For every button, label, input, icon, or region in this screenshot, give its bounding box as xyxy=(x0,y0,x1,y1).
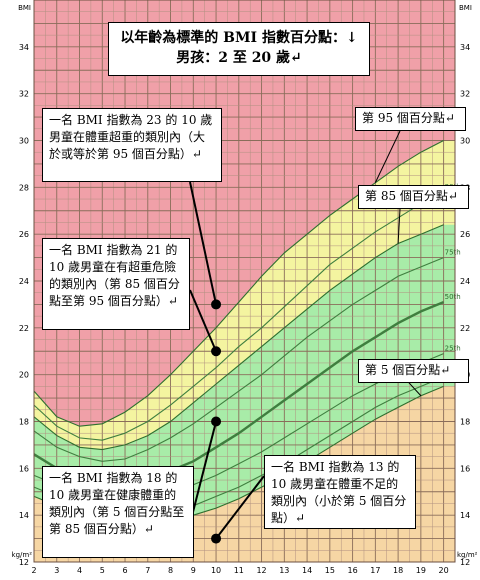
y-tick-label-left: 30 xyxy=(19,137,29,146)
x-tick-label: 10 xyxy=(211,566,221,575)
y-axis-label-right: BMI xyxy=(459,4,472,12)
callout-95th: 第 95 個百分點↵ xyxy=(355,107,466,131)
y-tick-label-right: 30 xyxy=(460,137,470,146)
chart-title-line2: 男孩：2 至 20 歲↵ xyxy=(176,50,302,66)
percentile-curve-95th xyxy=(33,140,444,427)
y-axis-label-left: BMI xyxy=(18,4,31,12)
unit-label-left: kg/m² xyxy=(12,551,33,559)
x-tick-label: 7 xyxy=(145,566,150,575)
y-tick-label-right: 22 xyxy=(460,324,470,333)
percentile-curve-85th xyxy=(33,224,444,451)
y-tick-label-left: 14 xyxy=(19,511,29,520)
x-tick-label: 15 xyxy=(325,566,335,575)
pointer-overweight xyxy=(189,181,218,305)
y-tick-label-right: 12 xyxy=(460,558,470,567)
x-tick-label: 4 xyxy=(77,566,82,575)
curve-label-75th: 75th xyxy=(445,249,461,257)
y-tick-label-right: 16 xyxy=(460,464,470,473)
x-tick-label: 2 xyxy=(31,566,36,575)
x-tick-label: 9 xyxy=(191,566,196,575)
x-tick-label: 3 xyxy=(54,566,59,575)
pointer-underweight xyxy=(215,475,265,540)
callout-overweight: 一名 BMI 指數為 23 的 10 歲男童在體重超重的類別內（大於或等於第 9… xyxy=(42,108,222,182)
pointer-curve-95th xyxy=(374,130,401,183)
curve-label-50th: 50th xyxy=(445,293,461,301)
y-tick-label-right: 26 xyxy=(460,230,470,239)
y-tick-label-left: 12 xyxy=(19,558,29,567)
percentile-curve-90th xyxy=(33,191,444,441)
x-tick-label: 5 xyxy=(100,566,105,575)
callout-healthy: 一名 BMI 指數為 18 的 10 歲男童在健康體重的類別內（第 5 個百分點… xyxy=(42,466,194,558)
y-tick-label-left: 18 xyxy=(19,418,29,427)
x-tick-label: 11 xyxy=(234,566,244,575)
chart-title-line1: 以年齡為標準的 BMI 指數百分點：↓ xyxy=(120,30,358,46)
callout-5th: 第 5 個百分點↵ xyxy=(358,359,469,383)
pointer-at_risk xyxy=(189,289,217,352)
pointer-healthy xyxy=(192,421,218,513)
x-tick-label: 8 xyxy=(168,566,173,575)
y-tick-label-right: 34 xyxy=(460,43,470,52)
x-tick-label: 19 xyxy=(416,566,426,575)
callout-underweight: 一名 BMI 指數為 13 的 10 歲男童在體重不足的類別內（小於第 5 個百… xyxy=(264,455,416,529)
x-tick-label: 20 xyxy=(439,566,449,575)
y-tick-label-left: 22 xyxy=(19,324,29,333)
y-tick-label-right: 14 xyxy=(460,511,470,520)
y-tick-label-left: 24 xyxy=(19,277,29,286)
x-tick-label: 6 xyxy=(122,566,127,575)
unit-label-right: kg/m² xyxy=(457,551,478,559)
y-tick-label-left: 20 xyxy=(19,371,29,380)
x-tick-label: 16 xyxy=(348,566,358,575)
plot-frame xyxy=(33,0,456,563)
pointer-curve-85th xyxy=(397,208,401,244)
y-tick-label-right: 18 xyxy=(460,418,470,427)
y-tick-label-left: 34 xyxy=(19,43,29,52)
y-tick-label-left: 26 xyxy=(19,230,29,239)
curve-label-25th: 25th xyxy=(445,345,461,353)
x-tick-label: 18 xyxy=(393,566,403,575)
callout-85th: 第 85 個百分點↵ xyxy=(358,185,469,209)
y-tick-label-right: 24 xyxy=(460,277,470,286)
x-tick-label: 17 xyxy=(370,566,380,575)
x-tick-label: 14 xyxy=(302,566,312,575)
callout-at-risk: 一名 BMI 指數為 21 的 10 歲男童在有超重危險的類別內（第 85 個百… xyxy=(42,238,190,330)
y-tick-label-right: 32 xyxy=(460,90,470,99)
y-tick-label-left: 16 xyxy=(19,464,29,473)
percentile-curve-75th xyxy=(33,257,444,462)
y-tick-label-left: 28 xyxy=(19,183,29,192)
x-tick-label: 13 xyxy=(279,566,289,575)
x-tick-label: 12 xyxy=(256,566,266,575)
chart-title: 以年齡為標準的 BMI 指數百分點：↓ 男孩：2 至 20 歲↵ xyxy=(108,22,370,76)
y-tick-label-left: 32 xyxy=(19,90,29,99)
